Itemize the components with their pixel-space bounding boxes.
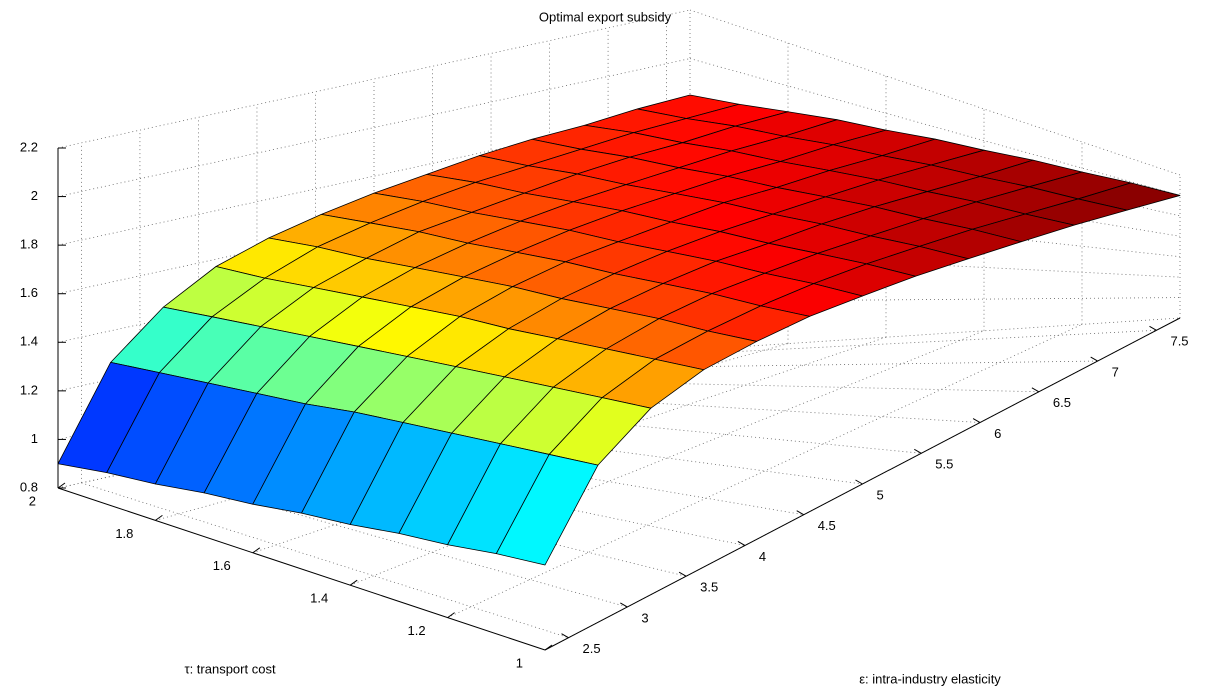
y-tick-label: 3.5 [700, 580, 718, 595]
tick-mark [561, 633, 569, 639]
x-tick-label: 2 [29, 493, 36, 508]
y-tick-label: 2.5 [583, 641, 601, 656]
tick-mark [1149, 325, 1157, 331]
x-tick-label: 1.6 [213, 558, 231, 573]
y-tick-label: 5.5 [935, 457, 953, 472]
x-axis-label: τ: transport cost [184, 661, 276, 676]
x-tick-label: 1.8 [115, 526, 133, 541]
tick-mark [349, 579, 358, 586]
z-tick-label: 0.8 [20, 479, 38, 494]
grid-line [689, 297, 1181, 302]
tick-mark [914, 448, 922, 454]
y-tick-label: 6.5 [1053, 395, 1071, 410]
tick-mark [737, 541, 746, 546]
tick-mark [447, 612, 455, 619]
z-tick-label: 1 [31, 431, 38, 446]
tick-mark [544, 644, 553, 651]
grid-line [315, 431, 804, 516]
tick-mark [252, 547, 261, 554]
y-tick-label: 7.5 [1170, 334, 1188, 349]
tick-mark [796, 510, 804, 516]
y-tick-label: 4.5 [818, 518, 836, 533]
tick-mark [1031, 387, 1040, 393]
y-tick-label: 4 [759, 549, 766, 564]
tick-mark [155, 514, 163, 521]
grid-line [689, 58, 1181, 196]
grid-line [666, 329, 1157, 356]
surface-face [495, 454, 599, 566]
z-tick-label: 2 [31, 188, 38, 203]
y-tick-label: 3 [641, 610, 648, 625]
chart-title: Optimal export subsidy [539, 9, 672, 24]
y-tick-label: 5 [877, 487, 884, 502]
z-tick-label: 1.2 [20, 382, 38, 397]
z-tick-label: 1.4 [20, 334, 38, 349]
grid-line [689, 252, 1181, 278]
tick-mark [972, 418, 981, 423]
y-axis-label: ε: intra-industry elasticity [859, 671, 1001, 686]
grid-line [491, 393, 981, 423]
x-tick-label: 1 [516, 655, 523, 670]
z-tick-label: 1.6 [20, 285, 38, 300]
tick-mark [1090, 356, 1098, 362]
x-tick-label: 1.4 [310, 591, 328, 606]
tick-mark [57, 482, 66, 489]
z-tick-label: 1.8 [20, 237, 38, 252]
y-tick-label: 7 [1112, 364, 1119, 379]
tick-mark [678, 571, 687, 577]
grid-line [608, 360, 1098, 369]
tick-mark [620, 602, 628, 608]
z-tick-label: 2.2 [20, 139, 38, 154]
grid-line [447, 324, 1083, 618]
grid-line [549, 380, 1039, 393]
y-tick-label: 6 [994, 426, 1001, 441]
tick-mark [855, 479, 863, 485]
x-axis [57, 487, 546, 651]
x-tick-label: 1.2 [408, 623, 426, 638]
